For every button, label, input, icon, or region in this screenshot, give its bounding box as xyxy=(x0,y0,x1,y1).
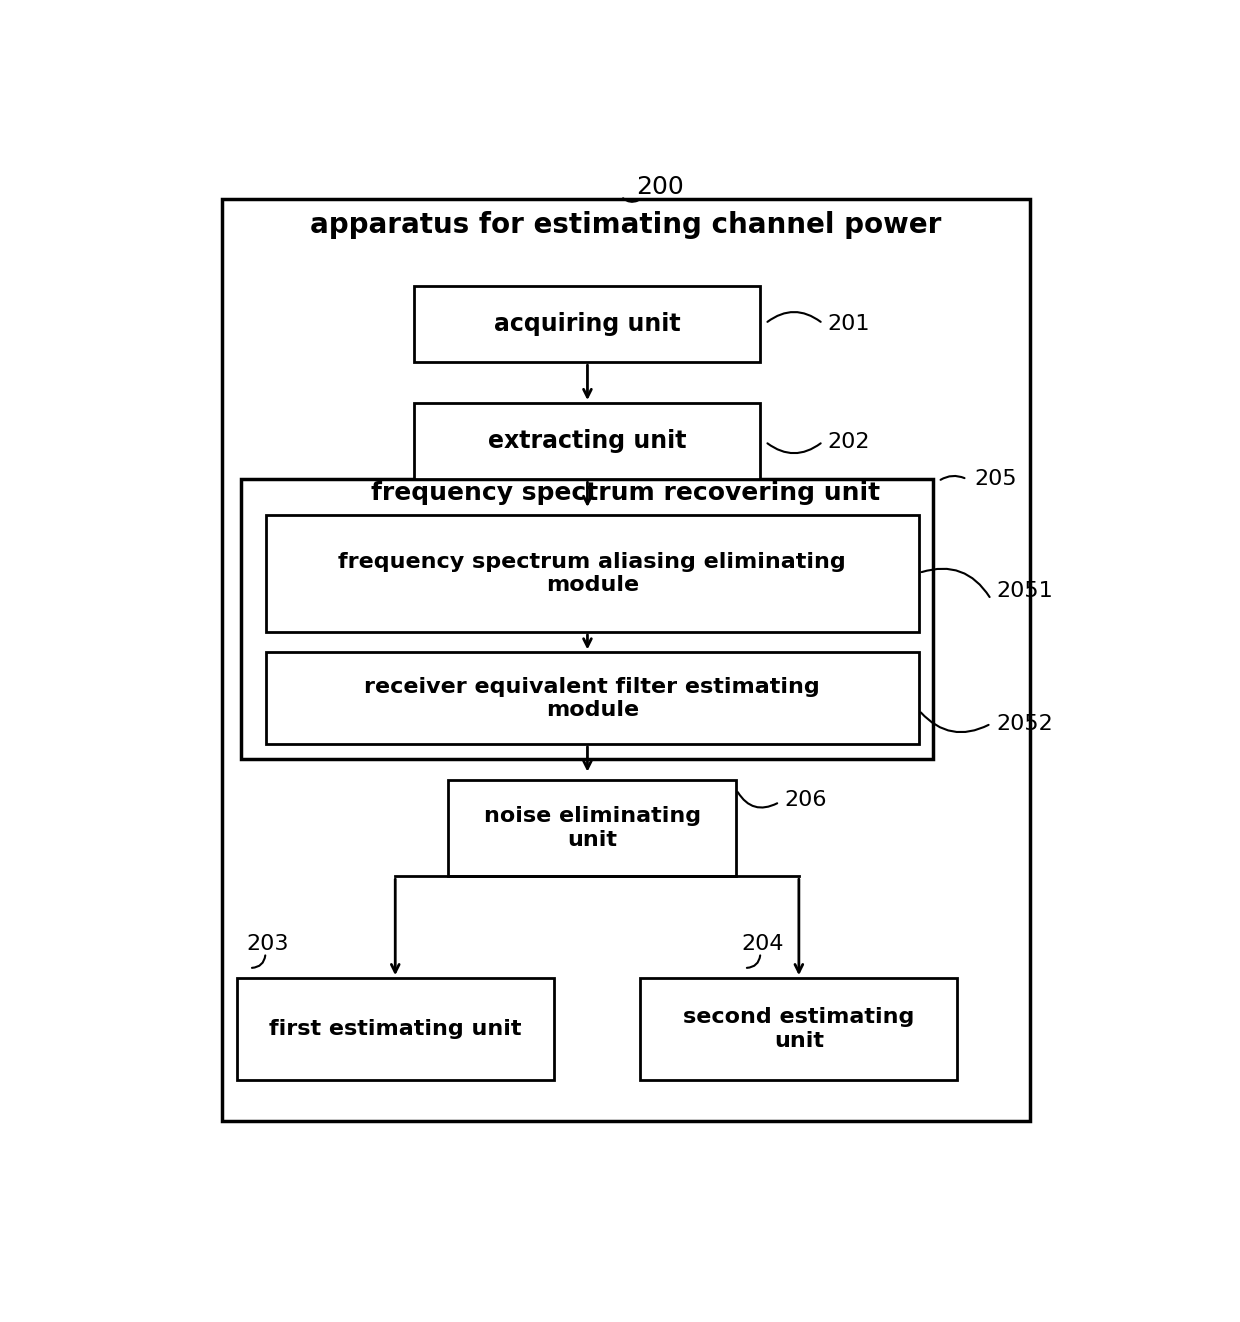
Text: noise eliminating
unit: noise eliminating unit xyxy=(484,806,701,850)
Text: first estimating unit: first estimating unit xyxy=(269,1019,522,1039)
Text: apparatus for estimating channel power: apparatus for estimating channel power xyxy=(310,210,941,239)
Text: 2052: 2052 xyxy=(996,714,1053,734)
Text: second estimating
unit: second estimating unit xyxy=(683,1007,915,1051)
Bar xyxy=(222,200,1029,1121)
Text: receiver equivalent filter estimating
module: receiver equivalent filter estimating mo… xyxy=(365,677,820,719)
Bar xyxy=(237,978,554,1080)
Text: 205: 205 xyxy=(975,469,1017,489)
Text: 200: 200 xyxy=(636,175,683,200)
Text: 204: 204 xyxy=(742,935,784,954)
Bar xyxy=(448,780,737,876)
Text: frequency spectrum aliasing eliminating
module: frequency spectrum aliasing eliminating … xyxy=(339,551,846,595)
Text: frequency spectrum recovering unit: frequency spectrum recovering unit xyxy=(371,480,880,505)
Text: acquiring unit: acquiring unit xyxy=(494,312,681,336)
Text: 206: 206 xyxy=(785,791,827,810)
Text: 2051: 2051 xyxy=(996,582,1053,602)
Bar xyxy=(640,978,957,1080)
Bar xyxy=(414,403,760,480)
Bar xyxy=(414,286,760,362)
Bar xyxy=(265,516,919,632)
Bar xyxy=(242,480,934,759)
Text: 203: 203 xyxy=(247,935,289,954)
Text: 201: 201 xyxy=(828,313,870,333)
Text: extracting unit: extracting unit xyxy=(489,430,687,453)
Bar xyxy=(265,652,919,744)
Text: 202: 202 xyxy=(828,431,870,452)
